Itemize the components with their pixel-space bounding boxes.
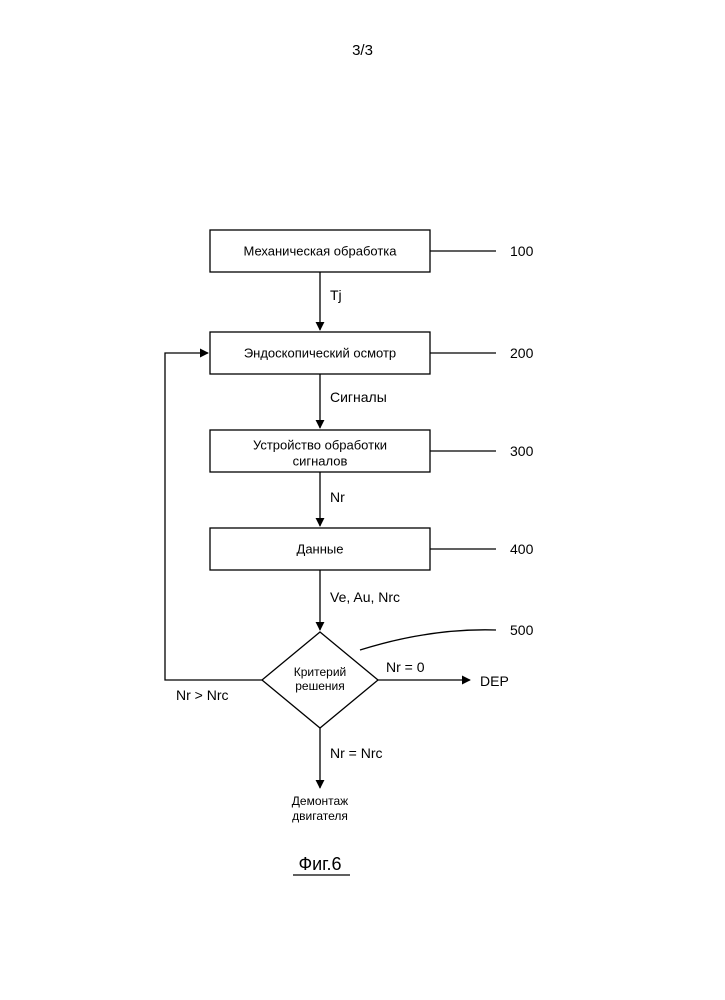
box-100-label: Механическая обработка: [244, 243, 398, 258]
dep-label: DEP: [480, 673, 509, 689]
edge-label-signals: Сигналы: [330, 389, 387, 405]
ref-100: 100: [510, 243, 534, 259]
feedback-loop: [165, 353, 262, 680]
flowchart-canvas: Механическая обработка 100 Tj Эндоскопич…: [0, 0, 725, 1000]
ref-500: 500: [510, 622, 534, 638]
down-target1: Демонтаж: [292, 794, 348, 808]
ref-300: 300: [510, 443, 534, 459]
diamond-label1: Критерий: [294, 665, 346, 679]
box-300-label2: сигналов: [293, 453, 348, 468]
edge-label-nr: Nr: [330, 489, 345, 505]
edge-label-nr-eq: Nr = Nrc: [330, 745, 383, 761]
edge-label-tj: Tj: [330, 287, 342, 303]
box-200-label: Эндоскопический осмотр: [244, 345, 396, 360]
edge-label-ve: Ve, Au, Nrc: [330, 589, 400, 605]
ref-200: 200: [510, 345, 534, 361]
box-400-label: Данные: [297, 541, 344, 556]
edge-label-nr0: Nr = 0: [386, 659, 425, 675]
box-300-label1: Устройство обработки: [253, 437, 387, 452]
figure-caption: Фиг.6: [298, 854, 341, 874]
diamond-label2: решения: [295, 679, 344, 693]
ref-400: 400: [510, 541, 534, 557]
edge-label-nr-gt: Nr > Nrc: [176, 687, 229, 703]
down-target2: двигателя: [292, 809, 348, 823]
leader-500: [360, 630, 496, 650]
